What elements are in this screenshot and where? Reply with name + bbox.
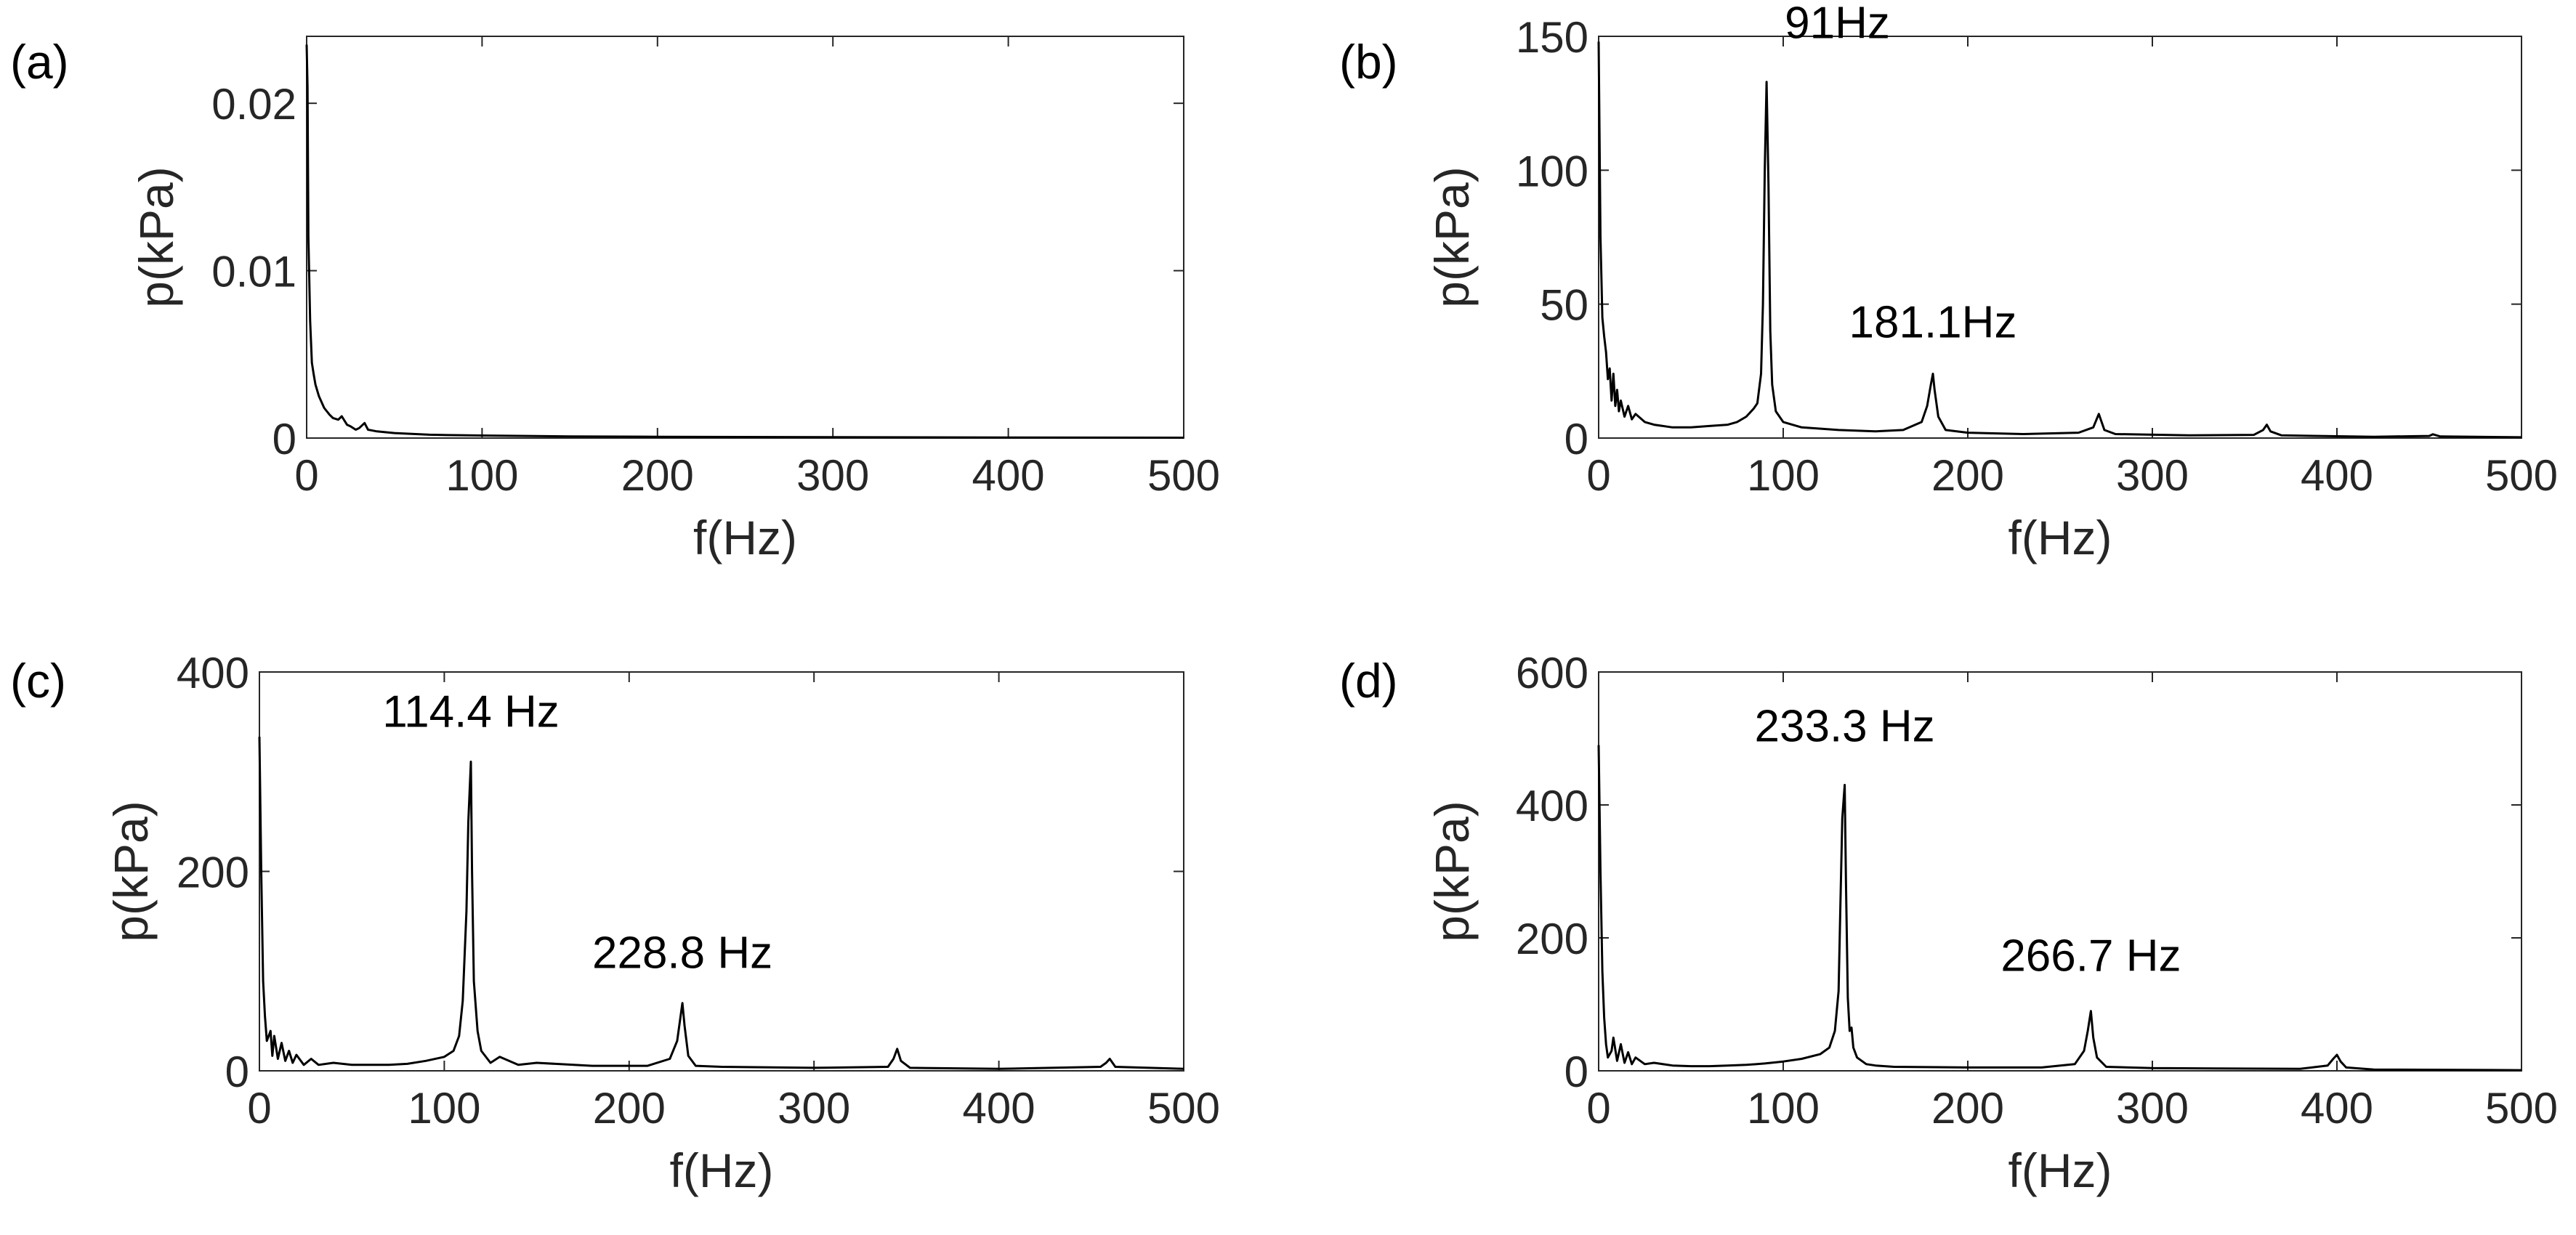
x-tick-label: 500 bbox=[2485, 451, 2558, 500]
x-tick-label: 300 bbox=[2116, 1084, 2189, 1133]
x-tick-label: 400 bbox=[2301, 1084, 2373, 1133]
chart-panel-c: 0 100 200 300 400 500 0 200 400 f(Hz) p(kPa) (c) 114… bbox=[10, 649, 1220, 1197]
x-tick-label: 0 bbox=[294, 451, 318, 500]
y-tick-label: 600 bbox=[1516, 649, 1588, 697]
y-tick-label: 0.02 bbox=[211, 80, 296, 129]
plot-area-frame bbox=[1598, 36, 2522, 439]
plot-area-frame bbox=[306, 36, 1184, 439]
x-tick-label: 200 bbox=[621, 451, 694, 500]
spectrum-line bbox=[1597, 41, 2522, 439]
x-tick-label: 300 bbox=[796, 451, 869, 500]
y-tick-label: 150 bbox=[1516, 13, 1588, 62]
peak-annotation: 91Hz bbox=[1785, 0, 1890, 49]
x-tick-label: 300 bbox=[778, 1084, 850, 1133]
y-tick-label: 0 bbox=[1564, 415, 1588, 463]
x-tick-label: 200 bbox=[1931, 451, 2004, 500]
peak-annotation: 266.7 Hz bbox=[2000, 931, 2181, 981]
peak-annotation: 181.1Hz bbox=[1849, 298, 2017, 348]
x-tick-label: 100 bbox=[445, 451, 518, 500]
chart-panel-b: 0 100 200 300 400 500 0 50 100 150 f(Hz) p(kPa) (b) 9… bbox=[1339, 0, 2558, 564]
y-tick-label: 400 bbox=[177, 649, 249, 697]
chart-panel-d: 0 100 200 300 400 500 0 200 400 600 f(Hz) p(kPa) (d)… bbox=[1339, 649, 2558, 1197]
y-tick-label: 0 bbox=[1564, 1048, 1588, 1096]
spectrum-line bbox=[305, 44, 1184, 439]
plot-area-frame bbox=[1598, 671, 2522, 1072]
peak-annotation: 114.4 Hz bbox=[382, 687, 560, 737]
x-tick-label: 200 bbox=[593, 1084, 666, 1133]
x-tick-label: 500 bbox=[1147, 1084, 1220, 1133]
x-tick-label: 200 bbox=[1931, 1084, 2004, 1133]
x-tick-label: 0 bbox=[1586, 1084, 1610, 1133]
panel-label: (b) bbox=[1339, 35, 1398, 89]
x-tick-label: 100 bbox=[1747, 451, 1820, 500]
x-tick-label: 0 bbox=[1586, 451, 1610, 500]
chart-panels: 0 100 200 300 400 50000.010.02f(Hz)p(kPa)(a)0… bbox=[10, 0, 2558, 1197]
x-tick-label: 500 bbox=[2485, 1084, 2558, 1133]
y-tick-label: 0 bbox=[225, 1048, 249, 1096]
x-tick-label: 500 bbox=[1147, 451, 1220, 500]
x-tick-label: 0 bbox=[247, 1084, 271, 1133]
spectrum-line bbox=[258, 737, 1184, 1070]
x-tick-label: 400 bbox=[972, 451, 1045, 500]
y-tick-label: 50 bbox=[1540, 281, 1588, 330]
y-axis-label: p(kPa) bbox=[1425, 801, 1479, 942]
panel-label: (d) bbox=[1339, 654, 1398, 708]
y-axis-label: p(kPa) bbox=[104, 801, 158, 942]
x-tick-label: 100 bbox=[408, 1084, 480, 1133]
x-tick-label: 400 bbox=[2301, 451, 2373, 500]
x-axis-label: f(Hz) bbox=[2008, 1143, 2112, 1197]
panel-label: (c) bbox=[10, 654, 66, 708]
spectrum-line bbox=[1597, 745, 2522, 1072]
y-tick-label: 100 bbox=[1516, 147, 1588, 195]
y-tick-label: 0 bbox=[272, 415, 296, 463]
x-tick-label: 100 bbox=[1747, 1084, 1820, 1133]
peak-annotation: 228.8 Hz bbox=[592, 928, 772, 979]
chart-panel-a: 0 100 200 300 400 500 0 0.01 0.02 f(Hz) p(kPa) (a) bbox=[10, 35, 1220, 564]
y-tick-label: 200 bbox=[177, 849, 249, 897]
x-tick-label: 300 bbox=[2116, 451, 2189, 500]
peak-annotation: 233.3 Hz bbox=[1755, 702, 1935, 752]
x-axis-label: f(Hz) bbox=[693, 511, 797, 564]
y-axis-label: p(kPa) bbox=[129, 166, 183, 307]
y-tick-label: 200 bbox=[1516, 915, 1588, 963]
x-axis-label: f(Hz) bbox=[670, 1143, 774, 1197]
panel-label: (a) bbox=[10, 35, 69, 89]
y-axis-label: p(kPa) bbox=[1425, 166, 1479, 307]
x-tick-label: 400 bbox=[963, 1084, 1035, 1133]
y-tick-label: 0.01 bbox=[211, 248, 296, 296]
x-axis-label: f(Hz) bbox=[2008, 511, 2112, 564]
y-tick-label: 400 bbox=[1516, 782, 1588, 830]
